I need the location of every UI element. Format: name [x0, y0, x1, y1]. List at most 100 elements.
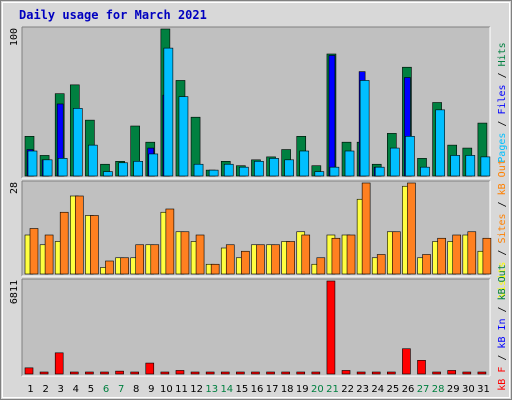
bar-top-pages-day-5: [88, 144, 98, 177]
day-label-29: 29: [447, 384, 460, 395]
bar-bottom-kbytes-f-day-10: [160, 371, 170, 375]
bar-bottom-kbytes-f-day-3: [54, 352, 64, 375]
bar-bottom-kbytes-f-day-15: [236, 371, 245, 375]
bar-bottom-kbytes-f-day-18: [281, 371, 290, 375]
day-label-13: 13: [205, 384, 218, 395]
day-label-2: 2: [42, 384, 48, 395]
bar-top-pages-day-11: [178, 96, 189, 177]
legend-entry-kb-f: kB F: [497, 367, 508, 391]
day-label-18: 18: [281, 384, 294, 395]
bar-top-pages-day-1: [27, 150, 38, 177]
day-label-30: 30: [462, 384, 475, 395]
bar-middle-sites-day-3: [59, 211, 69, 275]
bar-top-pages-day-3: [57, 158, 68, 177]
bar-top-pages-day-22: [344, 150, 355, 177]
bar-middle-sites-day-20: [316, 257, 326, 275]
day-label-26: 26: [402, 384, 415, 395]
panel-middle-scale-label: 28: [9, 182, 20, 194]
bar-top-files-day-21: [328, 55, 336, 177]
bar-bottom-kbytes-f-day-7: [115, 370, 124, 375]
day-label-28: 28: [432, 384, 445, 395]
bar-bottom-kbytes-f-day-27: [417, 360, 426, 375]
legend-entry-kb-out: kB Out: [497, 159, 508, 195]
bar-middle-sites-day-25: [392, 231, 401, 275]
bar-bottom-kbytes-f-day-20: [311, 371, 321, 375]
day-label-15: 15: [236, 384, 249, 395]
bar-middle-sites-day-24: [376, 254, 386, 275]
bar-top-pages-day-14: [223, 163, 234, 177]
bar-middle-sites-day-14: [225, 244, 235, 275]
bar-bottom-kbytes-f-day-16: [251, 371, 260, 375]
bar-bottom-kbytes-f-day-11: [175, 370, 185, 375]
bar-middle-sites-day-22: [346, 234, 356, 275]
bar-top-pages-day-31: [480, 156, 491, 177]
bar-bottom-kbytes-f-day-4: [69, 371, 79, 375]
bar-top-pages-day-17: [269, 158, 279, 177]
bar-top-pages-day-21: [329, 166, 340, 177]
day-label-31: 31: [477, 384, 490, 395]
bar-middle-sites-day-1: [29, 228, 39, 275]
bar-bottom-kbytes-f-day-22: [341, 370, 351, 375]
legend-separator: /: [497, 244, 508, 262]
bar-bottom-kbytes-f-day-9: [145, 362, 155, 375]
day-label-19: 19: [296, 384, 309, 395]
day-label-5: 5: [88, 384, 94, 395]
panel-middle-legend: Visits / Sites / kB Out: [497, 159, 508, 297]
bar-top-pages-day-9: [148, 153, 159, 177]
day-label-6: 6: [103, 384, 109, 395]
bar-top-pages-day-13: [208, 169, 219, 177]
bar-top-pages-day-8: [133, 161, 143, 177]
bar-top-pages-day-29: [450, 155, 461, 177]
bar-middle-sites-day-6: [105, 260, 114, 275]
bar-middle-sites-day-31: [482, 237, 492, 275]
bar-middle-sites-day-7: [120, 257, 129, 275]
bar-middle-sites-day-28: [437, 237, 446, 275]
day-label-27: 27: [417, 384, 430, 395]
bar-bottom-kbytes-f-day-30: [462, 371, 472, 375]
panel-bottom-legend: kB F / kB In / kB Out: [497, 264, 508, 390]
bar-bottom-kbytes-f-day-1: [24, 367, 34, 375]
bar-top-pages-day-16: [254, 161, 264, 177]
day-label-24: 24: [371, 384, 384, 395]
bar-top-pages-day-19: [299, 150, 310, 177]
bar-middle-sites-day-5: [90, 215, 99, 275]
day-label-11: 11: [175, 384, 188, 395]
day-label-12: 12: [190, 384, 203, 395]
bar-middle-sites-day-29: [452, 234, 462, 275]
bar-middle-sites-day-18: [286, 241, 295, 275]
bar-bottom-kbytes-f-day-17: [266, 371, 275, 375]
bar-bottom-kbytes-f-day-2: [39, 371, 49, 375]
legend-entry-files: Files: [497, 84, 508, 114]
panel-bottom-scale-label: 6811: [9, 280, 20, 304]
panel-top-legend: Pages / Files / Hits: [497, 42, 508, 162]
bar-bottom-kbytes-f-day-25: [387, 371, 396, 375]
legend-separator: /: [497, 300, 508, 318]
panel-bottom-bg: [22, 279, 490, 376]
bar-middle-sites-day-13: [210, 263, 220, 275]
bar-top-pages-day-10: [163, 47, 174, 177]
bar-middle-sites-day-4: [74, 195, 84, 275]
bar-top-pages-day-7: [118, 162, 128, 177]
bar-middle-sites-day-16: [256, 244, 265, 275]
day-label-20: 20: [311, 384, 324, 395]
day-label-21: 21: [326, 384, 339, 395]
legend-entry-visits: Visits: [497, 262, 508, 298]
day-label-23: 23: [356, 384, 369, 395]
day-label-7: 7: [118, 384, 124, 395]
bar-bottom-kbytes-f-day-29: [447, 370, 457, 375]
bar-bottom-kbytes-f-day-23: [356, 371, 366, 375]
bar-middle-sites-day-30: [467, 231, 477, 275]
day-label-16: 16: [251, 384, 264, 395]
bar-middle-sites-day-2: [44, 234, 54, 275]
bar-top-pages-day-25: [390, 147, 400, 177]
bar-middle-sites-day-12: [195, 234, 205, 275]
bar-top-pages-day-15: [239, 166, 249, 177]
day-label-8: 8: [133, 384, 139, 395]
bar-top-pages-day-30: [465, 155, 476, 177]
bar-bottom-kbytes-f-day-12: [190, 371, 200, 375]
bar-bottom-kbytes-f-day-26: [402, 348, 411, 375]
day-label-10: 10: [160, 384, 173, 395]
bar-middle-sites-day-8: [135, 244, 144, 275]
